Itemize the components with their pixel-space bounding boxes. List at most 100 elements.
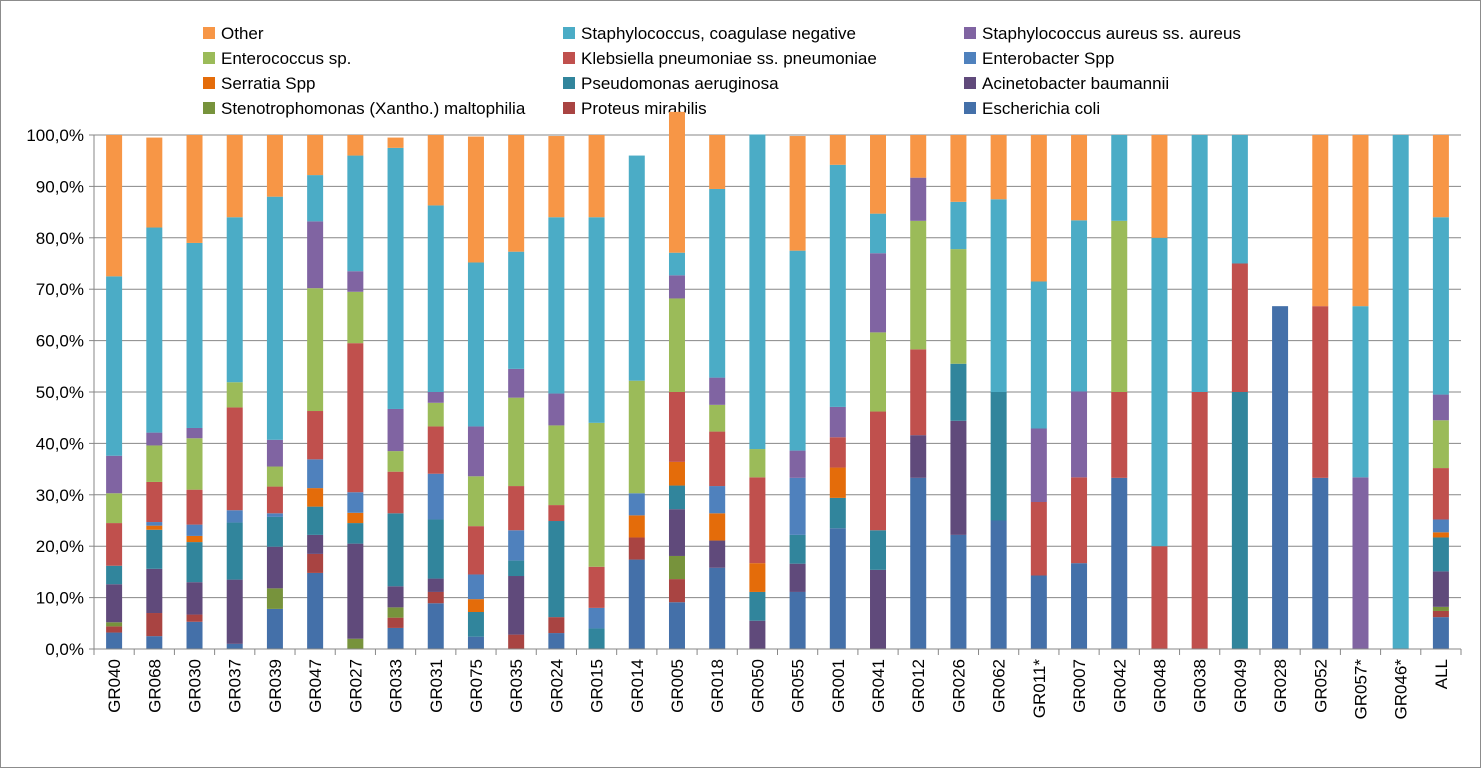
bar-segment-gr052-escherichia-coli bbox=[1312, 477, 1329, 649]
bar-segment-gr057-staphylococcus-coagulase-negative bbox=[1352, 306, 1369, 478]
bar-segment-gr027-staphylococcus-aureus-ss-aureus bbox=[347, 271, 364, 292]
x-tick-label-all: ALL bbox=[1432, 659, 1451, 689]
bar-segment-gr033-acinetobacter-baumannii bbox=[387, 586, 404, 608]
bar-segment-gr062-pseudomonas-aeruginosa bbox=[990, 392, 1007, 521]
x-tick-label-gr042: GR042 bbox=[1110, 659, 1129, 713]
x-tick-label-gr031: GR031 bbox=[427, 659, 446, 713]
bar-segment-gr050-serratia-spp bbox=[749, 563, 766, 592]
bar-segment-gr041-enterococcus-sp bbox=[870, 332, 887, 412]
bar-segment-gr005-klebsiella-pneumoniae-ss-pneumoniae bbox=[668, 392, 685, 462]
bar-segment-all-enterococcus-sp bbox=[1432, 420, 1449, 469]
bar-segment-gr075-serratia-spp bbox=[467, 599, 484, 612]
bar-segment-gr018-staphylococcus-coagulase-negative bbox=[709, 188, 726, 378]
bar-segment-gr047-klebsiella-pneumoniae-ss-pneumoniae bbox=[307, 411, 324, 460]
bar-segment-gr030-escherichia-coli bbox=[186, 621, 203, 649]
bar-segment-gr062-staphylococcus-coagulase-negative bbox=[990, 199, 1007, 392]
bar-segment-gr075-other bbox=[467, 136, 484, 263]
legend-label-staphylococcus-coagulase-negative: Staphylococcus, coagulase negative bbox=[581, 24, 856, 43]
bar-segment-gr027-staphylococcus-coagulase-negative bbox=[347, 155, 364, 272]
bar-segment-gr057-other bbox=[1352, 135, 1369, 307]
bar-segment-gr024-other bbox=[548, 136, 565, 218]
bar-segment-gr014-escherichia-coli bbox=[628, 559, 645, 649]
bar-segment-gr057-staphylococcus-aureus-ss-aureus bbox=[1352, 477, 1369, 649]
bar-segment-gr030-pseudomonas-aeruginosa bbox=[186, 542, 203, 583]
x-tick-label-gr052: GR052 bbox=[1311, 659, 1330, 713]
bar-segment-gr001-other bbox=[829, 135, 846, 165]
bar-segment-gr031-staphylococcus-coagulase-negative bbox=[427, 205, 444, 392]
bar-segment-gr014-serratia-spp bbox=[628, 515, 645, 538]
bar-segment-gr075-escherichia-coli bbox=[467, 636, 484, 649]
legend-label-pseudomonas-aeruginosa: Pseudomonas aeruginosa bbox=[581, 74, 779, 93]
bar-segment-gr037-staphylococcus-coagulase-negative bbox=[226, 217, 243, 383]
bar-segment-gr033-staphylococcus-coagulase-negative bbox=[387, 147, 404, 409]
x-tick-label-gr011: GR011* bbox=[1030, 659, 1049, 719]
y-tick-label: 0,0% bbox=[45, 640, 84, 659]
bar-segment-gr033-stenotrophomonas-xantho-maltophilia bbox=[387, 607, 404, 618]
bar-segment-gr030-enterobacter-spp bbox=[186, 524, 203, 536]
bar-segment-gr033-pseudomonas-aeruginosa bbox=[387, 513, 404, 587]
bar-segment-gr012-klebsiella-pneumoniae-ss-pneumoniae bbox=[910, 349, 927, 436]
bar-segment-gr031-enterococcus-sp bbox=[427, 402, 444, 427]
x-tick-label-gr049: GR049 bbox=[1231, 659, 1250, 713]
bar-segment-gr001-pseudomonas-aeruginosa bbox=[829, 497, 846, 529]
bar-segment-gr068-escherichia-coli bbox=[146, 636, 163, 649]
bar-segment-gr031-other bbox=[427, 135, 444, 206]
bar-segment-gr026-other bbox=[950, 135, 967, 202]
bar-segment-gr040-pseudomonas-aeruginosa bbox=[106, 565, 123, 585]
bar-segment-gr049-pseudomonas-aeruginosa bbox=[1231, 392, 1248, 649]
bar-segment-gr068-proteus-mirabilis bbox=[146, 613, 163, 637]
bar-segment-gr014-proteus-mirabilis bbox=[628, 537, 645, 560]
y-axis: 0,0% 10,0% 20,0% 30,0% 40,0% 50,0% 60,0% 70,0% 8… bbox=[26, 126, 95, 659]
bar-segment-gr011-staphylococcus-coagulase-negative bbox=[1030, 281, 1047, 429]
x-tick-label-gr048: GR048 bbox=[1150, 659, 1169, 713]
bar-segment-gr007-other bbox=[1071, 135, 1088, 221]
bar-segment-gr039-staphylococcus-coagulase-negative bbox=[266, 196, 283, 440]
bar-segment-gr024-enterococcus-sp bbox=[548, 425, 565, 506]
x-axis: GR040 GR068 GR030 GR037 GR039 GR047 GR027 GR033… bbox=[93, 648, 1462, 720]
bar-segment-gr068-pseudomonas-aeruginosa bbox=[146, 529, 163, 569]
x-tick-label-gr055: GR055 bbox=[789, 659, 808, 713]
bar-segment-gr037-klebsiella-pneumoniae-ss-pneumoniae bbox=[226, 407, 243, 511]
bar-segment-gr047-other bbox=[307, 135, 324, 176]
bar-segment-gr037-pseudomonas-aeruginosa bbox=[226, 522, 243, 580]
bar-segment-gr012-other bbox=[910, 135, 927, 178]
bar-segment-gr024-escherichia-coli bbox=[548, 633, 565, 649]
bar-segment-gr068-klebsiella-pneumoniae-ss-pneumoniae bbox=[146, 481, 163, 523]
bar-segment-gr011-escherichia-coli bbox=[1030, 575, 1047, 649]
bar-segment-gr037-escherichia-coli bbox=[226, 643, 243, 649]
legend-swatch-escherichia-coli bbox=[964, 102, 976, 114]
bar-segment-gr026-pseudomonas-aeruginosa bbox=[950, 363, 967, 421]
bar-segment-gr018-staphylococcus-aureus-ss-aureus bbox=[709, 377, 726, 405]
legend-swatch-pseudomonas-aeruginosa bbox=[563, 77, 575, 89]
bar-segment-gr014-enterococcus-sp bbox=[628, 380, 645, 494]
x-tick-label-gr046: GR046* bbox=[1392, 659, 1411, 720]
bar-segment-gr055-acinetobacter-baumannii bbox=[789, 563, 806, 592]
bars bbox=[106, 111, 1449, 649]
bar-segment-gr035-acinetobacter-baumannii bbox=[508, 576, 525, 635]
y-tick-label: 20,0% bbox=[36, 537, 84, 556]
bar-segment-gr030-klebsiella-pneumoniae-ss-pneumoniae bbox=[186, 489, 203, 525]
bar-segment-gr027-enterobacter-spp bbox=[347, 492, 364, 513]
bar-segment-gr001-staphylococcus-aureus-ss-aureus bbox=[829, 406, 846, 438]
bar-segment-gr012-acinetobacter-baumannii bbox=[910, 435, 927, 478]
bar-segment-gr031-staphylococcus-aureus-ss-aureus bbox=[427, 392, 444, 403]
bar-segment-gr030-other bbox=[186, 135, 203, 243]
bar-segment-gr050-staphylococcus-coagulase-negative bbox=[749, 134, 766, 450]
bar-segment-gr001-escherichia-coli bbox=[829, 528, 846, 649]
bar-segment-gr027-other bbox=[347, 135, 364, 156]
bar-segment-gr005-enterococcus-sp bbox=[668, 298, 685, 392]
x-tick-label-gr028: GR028 bbox=[1271, 659, 1290, 713]
bar-segment-gr055-pseudomonas-aeruginosa bbox=[789, 534, 806, 564]
bar-segment-gr011-staphylococcus-aureus-ss-aureus bbox=[1030, 428, 1047, 502]
bar-segment-gr007-staphylococcus-aureus-ss-aureus bbox=[1071, 391, 1088, 478]
x-tick-label-gr047: GR047 bbox=[306, 659, 325, 713]
bar-segment-gr014-staphylococcus-coagulase-negative bbox=[628, 155, 645, 381]
bar-segment-gr068-enterococcus-sp bbox=[146, 445, 163, 482]
bar-segment-gr040-enterococcus-sp bbox=[106, 493, 123, 524]
bar-segment-all-klebsiella-pneumoniae-ss-pneumoniae bbox=[1432, 468, 1449, 520]
bar-segment-gr048-staphylococcus-coagulase-negative bbox=[1151, 237, 1168, 547]
x-tick-label-gr062: GR062 bbox=[990, 659, 1009, 713]
y-tick-label: 30,0% bbox=[36, 486, 84, 505]
bar-segment-gr030-acinetobacter-baumannii bbox=[186, 582, 203, 615]
bar-segment-gr062-escherichia-coli bbox=[990, 520, 1007, 649]
